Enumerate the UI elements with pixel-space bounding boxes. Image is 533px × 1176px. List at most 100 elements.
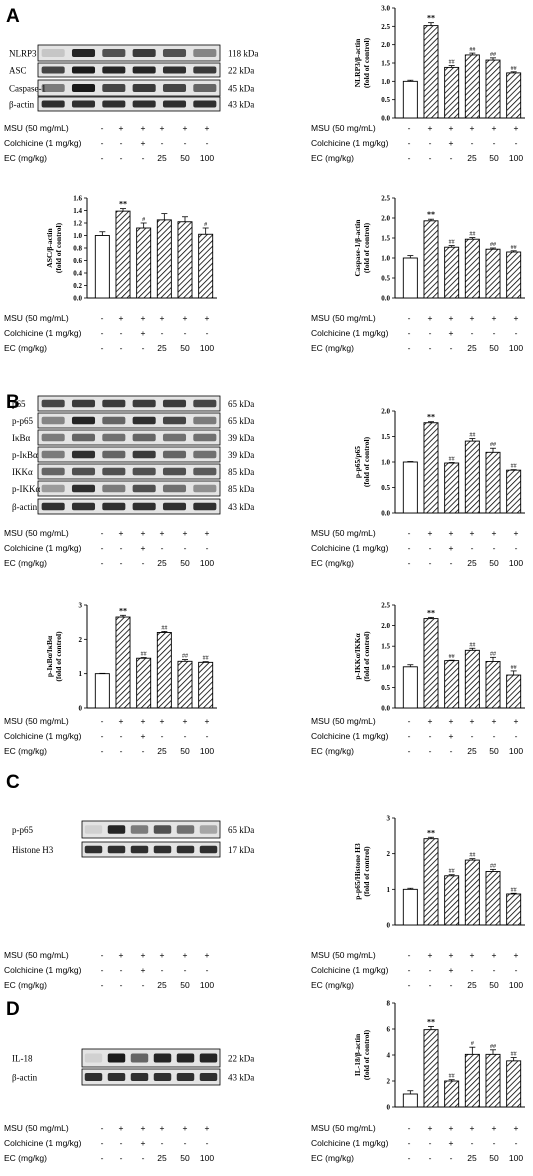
y-tick-label: 8 (387, 1000, 391, 1008)
treatment-value: - (408, 1153, 411, 1163)
blot-band (71, 84, 96, 92)
treatment-value: + (205, 1123, 210, 1133)
blot-band (176, 845, 195, 854)
treatment-table: MSU (50 mg/mL) - + + + + + Colchicine (1 mg/kg)… (4, 1123, 214, 1163)
treatment-value: + (141, 528, 146, 538)
treatment-value: - (184, 138, 187, 148)
blot-band (102, 100, 126, 108)
western-blot: p-p65 65 kDa Histone H3 17 kDa (12, 820, 254, 858)
treatment-value: 25 (157, 980, 167, 990)
treatment-value: - (408, 153, 411, 163)
treatment-value: - (429, 980, 432, 990)
blot-band (102, 399, 126, 408)
treatment-value: - (493, 1138, 496, 1148)
blot-kda-label: 85 kDa (228, 467, 254, 477)
treatment-value: - (471, 138, 474, 148)
treatment-value: - (101, 965, 104, 975)
treatment-value: + (160, 528, 165, 538)
treatment-value: - (471, 965, 474, 975)
treatment-value: 50 (489, 980, 499, 990)
treatment-value: + (205, 313, 210, 323)
treatment-value: + (514, 950, 519, 960)
blot-kda-label: 22 kDa (228, 1054, 254, 1064)
treatment-value: 50 (489, 153, 499, 163)
bar (402, 257, 418, 299)
y-tick-label: 1.0 (73, 232, 82, 240)
y-tick-label: 3.0 (381, 5, 390, 13)
treatment-value: 25 (467, 1153, 477, 1163)
treatment-value: + (514, 716, 519, 726)
treatment-value: - (429, 558, 432, 568)
treatment-value: + (183, 950, 188, 960)
y-tick-label: 0.0 (381, 115, 390, 123)
y-tick-label: 0 (79, 705, 83, 713)
bar (423, 838, 439, 926)
significance-mark: ## (511, 66, 517, 72)
treatment-value: + (449, 950, 454, 960)
y-tick-label: 3 (387, 815, 391, 823)
treatment-value: + (183, 716, 188, 726)
blot-band (193, 399, 217, 408)
significance-mark: ## (490, 863, 496, 869)
y-tick-label: 1.0 (381, 255, 390, 263)
treatment-value: - (493, 328, 496, 338)
y-tick-label: 1.5 (381, 235, 390, 243)
treatment-value: - (206, 731, 209, 741)
treatment-row-label: MSU (50 mg/mL) (4, 716, 69, 726)
significance-mark: ## (203, 656, 209, 662)
treatment-value: 50 (489, 343, 499, 353)
treatment-value: 100 (200, 558, 214, 568)
significance-mark: ## (449, 240, 455, 246)
bar-chart: 0 1 2 3 p-IκBα/IκBα (fold of control) ** ## ## ##… (45, 602, 217, 713)
treatment-value: - (515, 543, 518, 553)
treatment-value: - (408, 123, 411, 133)
blot-band (132, 84, 156, 92)
blot-band (102, 502, 126, 511)
treatment-value: - (142, 1153, 145, 1163)
treatment-value: + (449, 543, 454, 553)
y-axis-label: (fold of control) (362, 436, 371, 487)
y-axis-label: ASC/β-actin (45, 227, 54, 267)
bar (156, 219, 172, 299)
treatment-value: - (206, 965, 209, 975)
blot-band (132, 467, 156, 476)
y-tick-label: 1.5 (381, 643, 390, 651)
blot-strip (37, 79, 221, 97)
blot-band (153, 1053, 172, 1063)
y-tick-label: 2 (387, 1078, 391, 1086)
bar (136, 227, 152, 299)
significance-mark: ** (427, 413, 435, 422)
bar (423, 422, 439, 514)
blot-band (132, 484, 156, 493)
y-tick-label: 2.5 (381, 23, 390, 31)
treatment-value: - (101, 980, 104, 990)
treatment-value: - (408, 313, 411, 323)
significance-mark: ** (427, 1017, 435, 1026)
treatment-value: + (183, 528, 188, 538)
treatment-value: - (161, 731, 164, 741)
treatment-value: - (101, 558, 104, 568)
treatment-row-label: Colchicine (1 mg/kg) (311, 328, 389, 338)
treatment-row-label: EC (mg/kg) (311, 1153, 354, 1163)
y-tick-label: 2 (79, 636, 83, 644)
blot-kda-label: 65 kDa (228, 399, 254, 409)
treatment-value: 50 (180, 153, 190, 163)
treatment-row-label: Colchicine (1 mg/kg) (4, 731, 82, 741)
panel-letter: B (6, 392, 20, 413)
significance-mark: ## (490, 1044, 496, 1050)
treatment-value: 25 (157, 153, 167, 163)
western-blot: IL-18 22 kDa β-actin 43 kDa (12, 1048, 254, 1086)
blot-protein-label: IκBα (12, 433, 31, 443)
y-tick-label: 3 (79, 602, 83, 610)
treatment-value: + (119, 1123, 124, 1133)
y-tick-label: 2.0 (381, 41, 390, 49)
bar (506, 251, 522, 299)
treatment-value: 100 (509, 746, 523, 756)
treatment-value: - (101, 343, 104, 353)
blot-band (107, 845, 126, 854)
blot-band (71, 399, 96, 408)
treatment-value: - (101, 153, 104, 163)
blot-kda-label: 118 kDa (228, 49, 258, 59)
treatment-value: + (492, 1123, 497, 1133)
blot-band (41, 484, 65, 493)
